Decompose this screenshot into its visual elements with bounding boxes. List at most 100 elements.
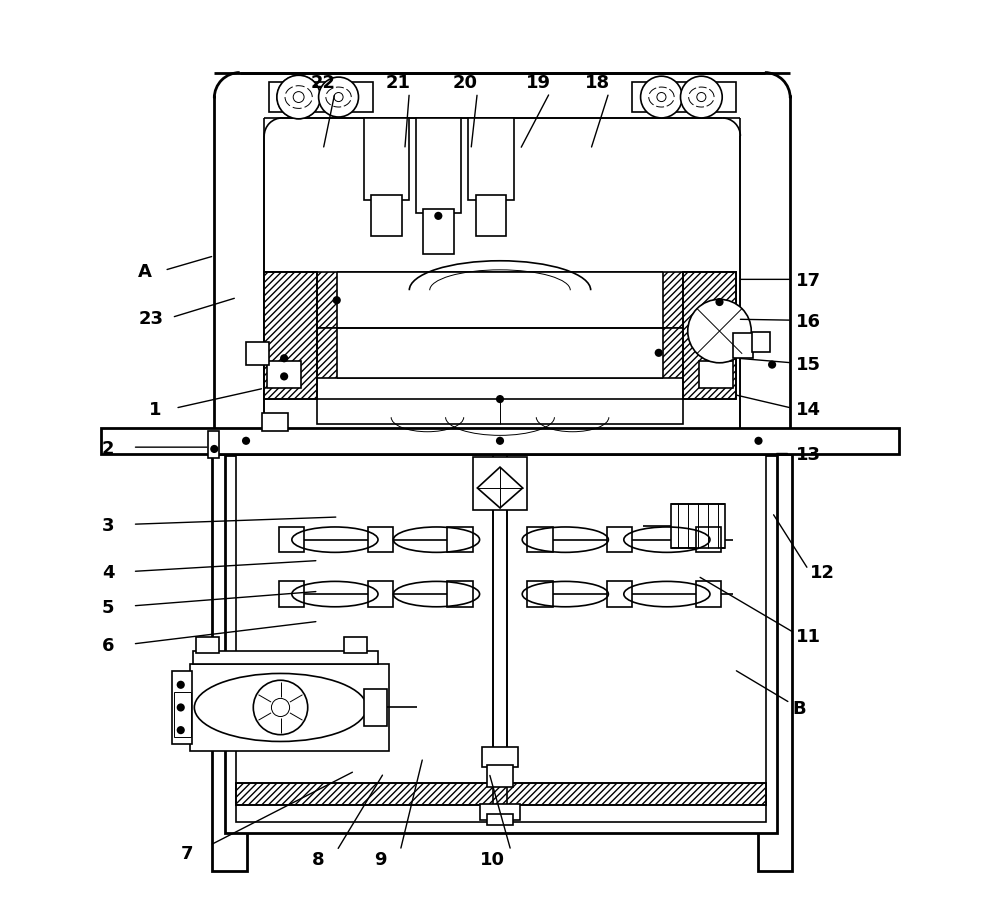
Bar bbox=[264, 272, 736, 328]
Bar bbox=[473, 457, 527, 510]
Circle shape bbox=[754, 436, 763, 444]
Circle shape bbox=[319, 77, 359, 117]
Bar bbox=[733, 333, 753, 358]
Text: 5: 5 bbox=[102, 599, 114, 617]
Bar bbox=[423, 209, 454, 254]
Text: 22: 22 bbox=[311, 74, 336, 93]
Bar bbox=[279, 527, 304, 552]
Bar bbox=[482, 747, 518, 767]
Bar bbox=[368, 527, 393, 552]
Text: 19: 19 bbox=[526, 74, 551, 93]
Circle shape bbox=[434, 211, 442, 219]
Text: A: A bbox=[138, 263, 151, 281]
Bar bbox=[236, 783, 766, 805]
Bar bbox=[447, 527, 473, 552]
Text: 15: 15 bbox=[796, 356, 821, 374]
Circle shape bbox=[277, 75, 320, 119]
Text: 17: 17 bbox=[796, 272, 821, 290]
Bar bbox=[364, 689, 387, 726]
Text: 14: 14 bbox=[796, 401, 821, 419]
Text: 8: 8 bbox=[312, 851, 325, 869]
Bar bbox=[264, 272, 317, 399]
Text: 23: 23 bbox=[138, 310, 163, 328]
Circle shape bbox=[496, 395, 504, 403]
Circle shape bbox=[333, 297, 341, 305]
Text: 7: 7 bbox=[181, 845, 193, 863]
Bar bbox=[480, 804, 520, 820]
Bar bbox=[236, 455, 766, 822]
Bar bbox=[371, 195, 402, 236]
Bar bbox=[416, 118, 461, 213]
Circle shape bbox=[715, 297, 724, 306]
Bar bbox=[476, 195, 506, 236]
Bar bbox=[696, 581, 721, 607]
Text: 9: 9 bbox=[374, 851, 387, 869]
Text: 18: 18 bbox=[585, 74, 611, 93]
Circle shape bbox=[697, 93, 706, 102]
Bar bbox=[264, 272, 317, 399]
Bar bbox=[267, 361, 301, 388]
Circle shape bbox=[242, 436, 250, 444]
Bar bbox=[172, 671, 192, 744]
Text: 11: 11 bbox=[796, 628, 821, 646]
Text: 10: 10 bbox=[480, 851, 505, 869]
Circle shape bbox=[496, 436, 504, 444]
Circle shape bbox=[334, 93, 343, 102]
Bar bbox=[632, 82, 736, 112]
Bar bbox=[344, 637, 367, 653]
Bar bbox=[236, 783, 766, 805]
Circle shape bbox=[253, 680, 308, 735]
Text: 2: 2 bbox=[102, 440, 114, 458]
Circle shape bbox=[641, 76, 682, 118]
Circle shape bbox=[280, 354, 288, 362]
Circle shape bbox=[655, 349, 663, 357]
Text: 1: 1 bbox=[149, 401, 162, 419]
Circle shape bbox=[177, 680, 185, 689]
Bar bbox=[212, 454, 247, 871]
Circle shape bbox=[680, 76, 722, 118]
Bar bbox=[190, 664, 389, 751]
Bar bbox=[607, 527, 632, 552]
Bar bbox=[487, 814, 513, 825]
Bar bbox=[193, 651, 378, 664]
Bar bbox=[758, 454, 792, 871]
Bar bbox=[447, 581, 473, 607]
Circle shape bbox=[688, 299, 751, 363]
Bar bbox=[264, 328, 736, 378]
Bar bbox=[487, 765, 513, 787]
Text: 12: 12 bbox=[809, 564, 834, 582]
Bar bbox=[683, 272, 736, 399]
Bar bbox=[364, 118, 409, 200]
Text: 4: 4 bbox=[102, 564, 114, 582]
Bar bbox=[671, 504, 725, 548]
Bar bbox=[246, 342, 269, 365]
Polygon shape bbox=[477, 467, 523, 508]
Circle shape bbox=[271, 698, 290, 717]
Bar bbox=[337, 328, 663, 378]
Bar bbox=[699, 361, 733, 388]
Bar bbox=[683, 272, 736, 399]
Text: 13: 13 bbox=[796, 446, 821, 464]
Bar bbox=[269, 82, 373, 112]
Text: 21: 21 bbox=[386, 74, 411, 93]
Bar bbox=[174, 691, 191, 736]
Circle shape bbox=[293, 92, 304, 102]
Bar bbox=[468, 118, 514, 200]
Circle shape bbox=[177, 704, 185, 711]
Circle shape bbox=[768, 360, 776, 368]
Bar bbox=[527, 581, 553, 607]
Bar bbox=[196, 637, 219, 653]
Bar bbox=[279, 581, 304, 607]
Bar bbox=[607, 581, 632, 607]
Bar bbox=[101, 428, 899, 454]
Bar bbox=[337, 272, 663, 328]
Bar bbox=[527, 527, 553, 552]
Bar bbox=[225, 455, 777, 833]
Bar bbox=[317, 399, 683, 424]
Text: 20: 20 bbox=[453, 74, 478, 93]
Text: 16: 16 bbox=[796, 313, 821, 331]
Circle shape bbox=[657, 93, 666, 102]
Circle shape bbox=[177, 726, 185, 735]
Bar bbox=[262, 413, 288, 431]
Circle shape bbox=[280, 372, 288, 381]
